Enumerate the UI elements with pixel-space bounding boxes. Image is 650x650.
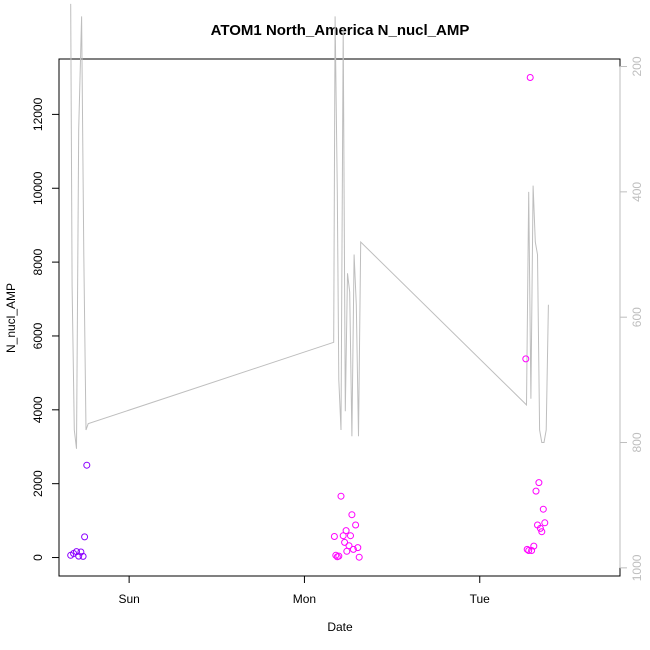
data-point [337, 492, 345, 500]
y-tick-label: 0 [31, 554, 45, 561]
x-tick-label: Tue [470, 592, 491, 606]
data-point [526, 74, 534, 81]
x-axis-label: Date [327, 620, 353, 634]
data-point [341, 538, 349, 546]
right-axis-tick-label: 400 [630, 182, 644, 202]
data-point [348, 511, 356, 519]
data-point [349, 545, 357, 553]
y-tick-label: 2000 [31, 470, 45, 497]
right-axis-tick-label: 200 [630, 56, 644, 76]
y-tick-label: 6000 [31, 322, 45, 349]
right-axis-tick-label: 1000 [630, 554, 644, 581]
y-tick-label: 12000 [31, 97, 45, 131]
data-point [355, 553, 363, 561]
y-tick-label: 4000 [31, 396, 45, 423]
data-point [352, 521, 360, 529]
x-axis: Sun Mon Tue [118, 575, 491, 606]
line-layer [70, 3, 549, 449]
data-point [532, 487, 540, 495]
data-point [536, 524, 544, 532]
data-point [330, 533, 338, 540]
y-axis: 0 2000 4000 6000 8000 10000 12000 [31, 97, 60, 561]
y-tick-label: 10000 [31, 171, 45, 205]
data-point [75, 552, 83, 560]
data-point [332, 551, 340, 559]
data-point [339, 532, 347, 540]
data-point [523, 545, 531, 553]
data-point [522, 355, 530, 363]
data-point [528, 547, 536, 554]
y-axis-label: N_nucl_AMP [4, 283, 18, 353]
right-axis-tick-label: 800 [630, 432, 644, 452]
y-tick-label: 8000 [31, 248, 45, 275]
data-point [81, 533, 89, 541]
data-point [535, 479, 543, 487]
x-tick-label: Mon [293, 592, 316, 606]
data-point [354, 544, 362, 552]
data-point [83, 461, 91, 469]
point-layer [67, 74, 549, 561]
data-point [538, 528, 546, 536]
data-point [539, 505, 547, 513]
right-axis-tick-label: 600 [630, 307, 644, 327]
data-point [347, 532, 354, 540]
data-point [342, 527, 350, 535]
data-point [541, 519, 549, 527]
data-point [335, 552, 343, 560]
line-series [70, 3, 549, 449]
data-point [525, 547, 533, 554]
chart-title: ATOM1 North_America N_nucl_AMP [211, 22, 470, 39]
data-point [345, 542, 353, 550]
right-axis: 200 400 600 800 1000 [619, 56, 644, 581]
data-point [530, 542, 538, 550]
x-tick-label: Sun [118, 592, 139, 606]
data-point [79, 552, 87, 560]
data-point [77, 548, 85, 556]
